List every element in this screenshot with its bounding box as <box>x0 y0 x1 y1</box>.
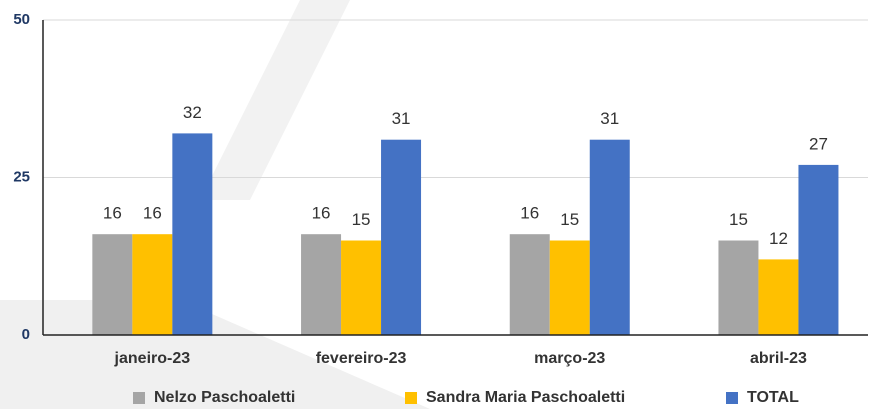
legend-label: TOTAL <box>747 389 799 406</box>
background-shape <box>200 0 350 200</box>
legend-swatch <box>133 392 145 404</box>
data-label: 16 <box>143 204 162 223</box>
data-label: 15 <box>560 210 579 229</box>
data-label: 31 <box>600 109 619 128</box>
bar <box>758 259 799 335</box>
bar <box>718 240 759 335</box>
data-label: 31 <box>392 109 411 128</box>
legend-label: Nelzo Paschoaletti <box>154 389 295 406</box>
data-label: 12 <box>769 229 788 248</box>
bar <box>381 139 422 335</box>
legend-label: Sandra Maria Paschoaletti <box>426 389 625 406</box>
data-label: 15 <box>729 210 748 229</box>
data-label: 15 <box>352 210 371 229</box>
y-tick-label: 25 <box>13 168 30 185</box>
bar <box>589 139 630 335</box>
data-label: 16 <box>520 204 539 223</box>
bar <box>301 234 342 335</box>
bar <box>132 234 173 335</box>
x-tick-label: março-23 <box>534 350 605 367</box>
y-tick-label: 50 <box>13 11 30 28</box>
bar <box>509 234 550 335</box>
bar <box>549 240 590 335</box>
data-label: 32 <box>183 103 202 122</box>
data-label: 27 <box>809 134 828 153</box>
x-tick-label: janeiro-23 <box>114 350 191 367</box>
x-tick-label: abril-23 <box>750 350 807 367</box>
y-tick-label: 0 <box>22 326 30 343</box>
bar <box>798 164 839 335</box>
bar <box>341 240 382 335</box>
bar <box>92 234 133 335</box>
legend-swatch <box>726 392 738 404</box>
data-label: 16 <box>103 204 122 223</box>
x-tick-label: fevereiro-23 <box>316 350 407 367</box>
bar <box>172 133 213 335</box>
data-label: 16 <box>312 204 331 223</box>
legend-swatch <box>405 392 417 404</box>
